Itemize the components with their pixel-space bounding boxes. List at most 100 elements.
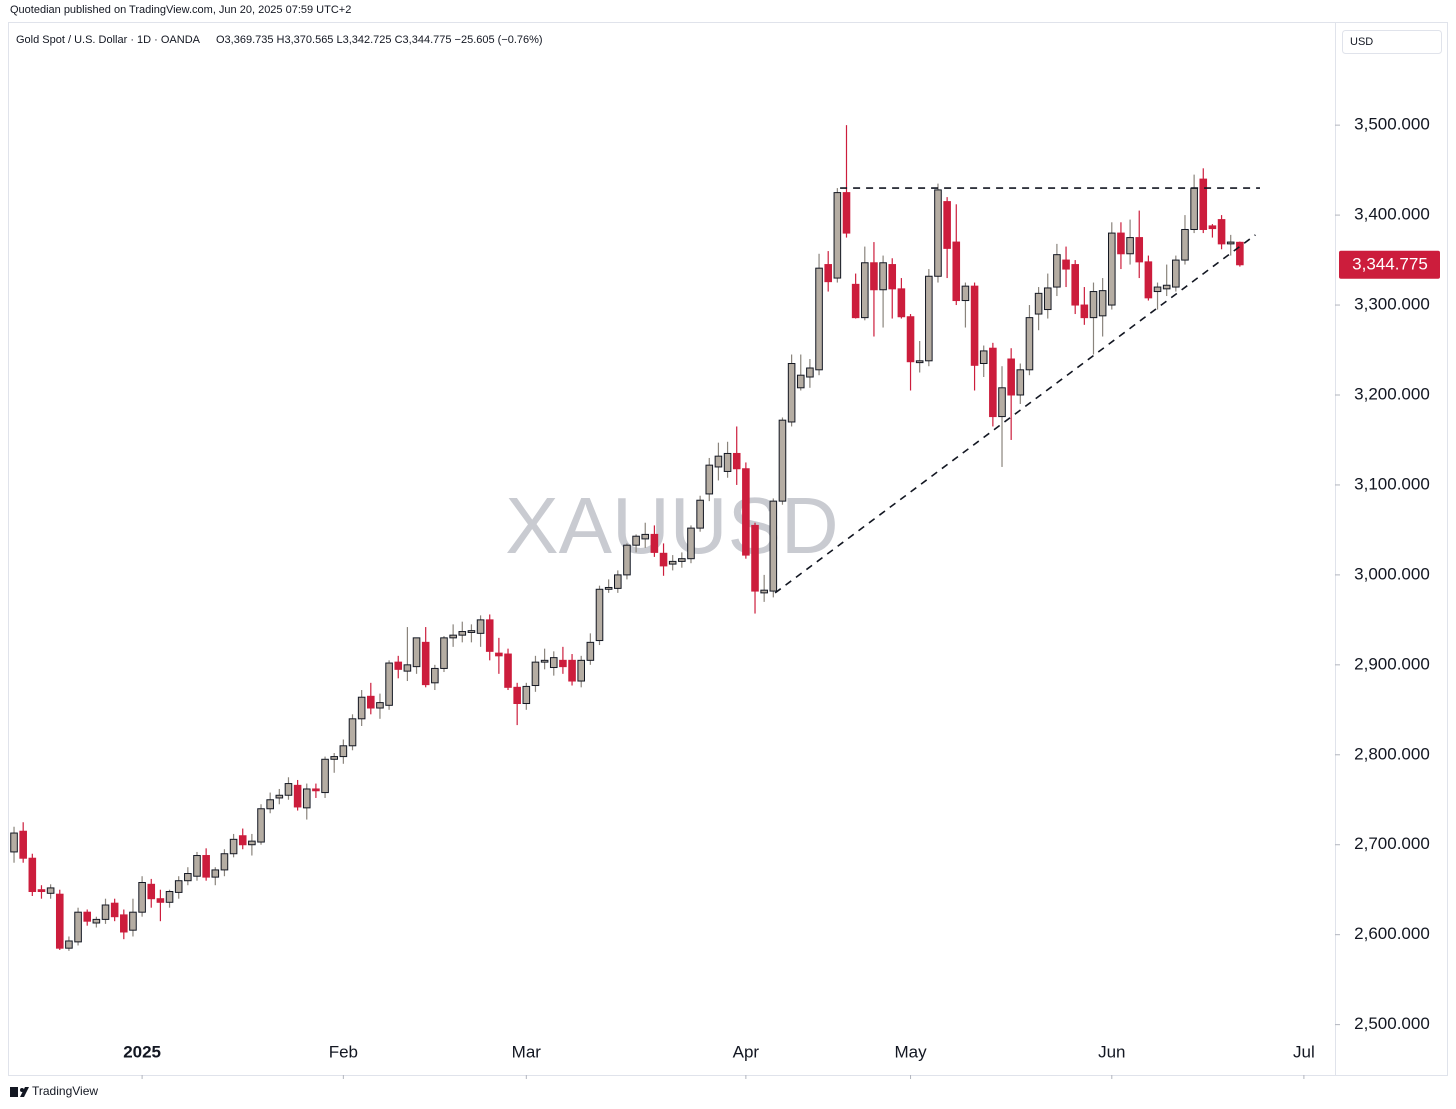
watermark: XAUUSD bbox=[505, 481, 838, 570]
candle-body bbox=[10, 832, 18, 853]
candle-body bbox=[787, 363, 796, 423]
candle-body bbox=[37, 889, 46, 893]
candle-body bbox=[193, 855, 201, 877]
candle-body bbox=[220, 853, 229, 871]
last-price-label: 3,344.775 bbox=[1352, 254, 1428, 273]
candle-body bbox=[421, 641, 430, 686]
y-tick-label: 3,500.000 bbox=[1354, 115, 1430, 134]
candle-body bbox=[796, 374, 805, 389]
candle-body bbox=[412, 637, 421, 668]
candle-body bbox=[403, 664, 412, 672]
candle-body bbox=[1062, 259, 1070, 270]
candle-body bbox=[92, 918, 101, 924]
candle-body bbox=[705, 464, 714, 495]
candle-body bbox=[778, 419, 787, 502]
candle-body bbox=[1144, 261, 1153, 299]
x-tick-label: 2025 bbox=[123, 1042, 161, 1061]
candle-body bbox=[687, 527, 695, 560]
candle-body bbox=[367, 695, 375, 709]
logo-mark bbox=[20, 1087, 29, 1097]
candle-body bbox=[55, 893, 64, 949]
candle-body bbox=[101, 904, 110, 920]
chart-title: Gold Spot / U.S. Dollar · 1D · OANDA bbox=[16, 34, 201, 46]
candle-body bbox=[431, 667, 439, 684]
candles bbox=[10, 125, 1244, 951]
y-tick-label: 3,200.000 bbox=[1354, 384, 1430, 403]
candle-body bbox=[641, 533, 650, 540]
candle-body bbox=[1199, 178, 1208, 230]
publisher: Quotedian published on TradingView.com, … bbox=[10, 4, 351, 16]
candle-body bbox=[1107, 232, 1116, 306]
candle-body bbox=[723, 452, 732, 472]
candle-body bbox=[943, 201, 951, 249]
candle-body bbox=[110, 902, 119, 918]
candle-body bbox=[632, 535, 640, 546]
candle-body bbox=[129, 911, 137, 931]
candle-body bbox=[485, 619, 494, 652]
chart-frame bbox=[8, 22, 1448, 1076]
y-tick-label: 2,500.000 bbox=[1354, 1014, 1430, 1033]
candle-body bbox=[1117, 232, 1125, 255]
candle-body bbox=[394, 661, 403, 670]
candle-body bbox=[760, 589, 768, 594]
y-tick-label: 3,400.000 bbox=[1354, 205, 1430, 224]
candle-body bbox=[156, 898, 165, 903]
candle-body bbox=[851, 283, 860, 319]
candle-body bbox=[522, 685, 531, 705]
candle-body bbox=[1208, 225, 1217, 230]
candle-body bbox=[1016, 369, 1025, 396]
last-price-box bbox=[1339, 250, 1440, 279]
candle-body bbox=[897, 288, 906, 318]
candle-body bbox=[1162, 284, 1171, 290]
candle-body bbox=[870, 262, 878, 291]
candle-body bbox=[879, 262, 887, 291]
candle-body bbox=[385, 662, 393, 706]
candle-body bbox=[1190, 187, 1198, 230]
candle-body bbox=[1025, 317, 1034, 371]
candle-body bbox=[165, 891, 174, 903]
candle-body bbox=[174, 880, 183, 893]
candle-body bbox=[577, 659, 585, 682]
candle-body bbox=[989, 347, 997, 418]
candle-body bbox=[888, 264, 897, 290]
candle-body bbox=[559, 659, 567, 668]
x-tick-label: Jun bbox=[1098, 1042, 1125, 1061]
candle-body bbox=[824, 264, 832, 283]
candle-body bbox=[275, 794, 284, 799]
y-tick-label: 3,000.000 bbox=[1354, 564, 1430, 583]
candle-body bbox=[833, 192, 842, 279]
candle-body bbox=[357, 696, 366, 720]
candle-body bbox=[28, 857, 37, 893]
candle-body bbox=[1089, 291, 1098, 319]
y-tick-label: 3,100.000 bbox=[1354, 474, 1430, 493]
tv-logo bbox=[10, 1087, 29, 1097]
candle-body bbox=[229, 838, 238, 855]
candle-body bbox=[961, 285, 970, 302]
candle-body bbox=[65, 940, 73, 949]
candle-body bbox=[513, 686, 521, 705]
candle-body bbox=[1217, 219, 1226, 245]
currency-box[interactable] bbox=[1342, 30, 1442, 54]
candle-body bbox=[495, 652, 503, 657]
candle-body bbox=[998, 387, 1006, 418]
y-tick-label: 2,700.000 bbox=[1354, 834, 1430, 853]
candle-body bbox=[120, 914, 128, 933]
candle-body bbox=[284, 783, 293, 796]
candle-body bbox=[970, 285, 979, 366]
candle-body bbox=[504, 653, 512, 688]
candle-body bbox=[732, 452, 741, 470]
candle-body bbox=[842, 192, 851, 234]
candle-body bbox=[1172, 259, 1180, 288]
x-tick-label: Mar bbox=[512, 1042, 542, 1061]
candle-body bbox=[934, 189, 942, 277]
trendline bbox=[774, 234, 1256, 594]
candle-body bbox=[266, 799, 274, 810]
candle-body bbox=[83, 911, 92, 922]
candle-body bbox=[751, 524, 759, 592]
candle-body bbox=[925, 275, 933, 362]
candle-body bbox=[19, 830, 27, 859]
candle-body bbox=[1181, 228, 1189, 261]
